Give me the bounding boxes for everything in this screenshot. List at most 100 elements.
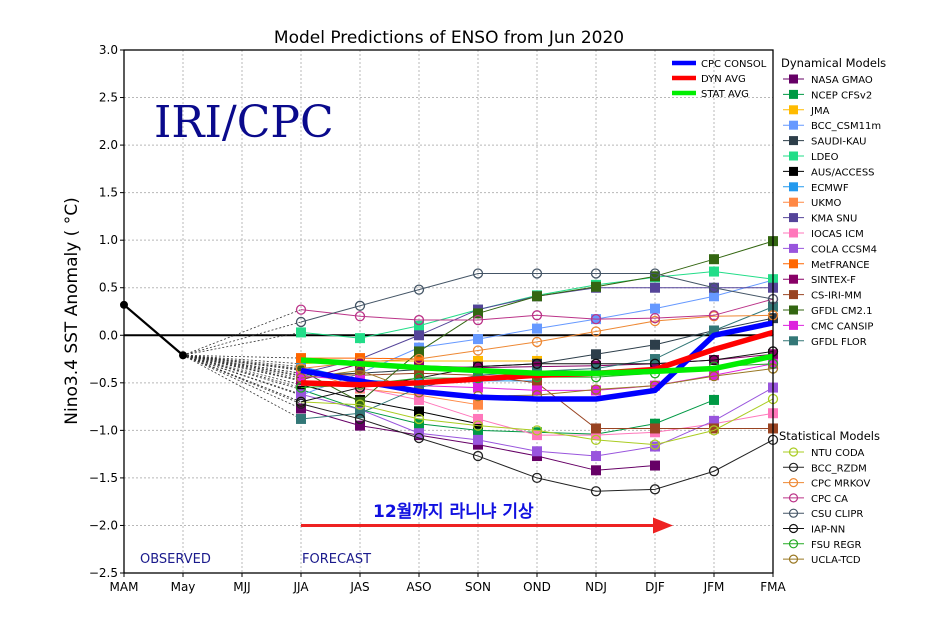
- data-point: [295, 372, 307, 384]
- data-point: [591, 423, 601, 434]
- data-point: [708, 354, 720, 366]
- chart-title: Model Predictions of ENSO from Jun 2020: [274, 28, 624, 48]
- y-axis-label: Nino3.4 SST Anomaly ( °C): [62, 197, 82, 424]
- legend-square-marker: [789, 105, 798, 115]
- data-point: [650, 423, 660, 434]
- legend-average-label: CPC CONSOL: [701, 59, 767, 70]
- data-point: [590, 384, 602, 395]
- data-point: [354, 311, 366, 322]
- legend-square-marker: [789, 74, 798, 84]
- y-tick-label: −2.0: [89, 518, 118, 532]
- series-line: [300, 384, 479, 425]
- legend-model-label: GFDL CM2.1: [811, 306, 872, 317]
- y-tick-label: 1.0: [99, 233, 118, 247]
- y-tick-label: 0.5: [99, 281, 118, 295]
- legend-model-label: SINTEX-F: [811, 275, 856, 286]
- legend-square-marker: [789, 274, 798, 284]
- legend-square-marker: [789, 182, 798, 192]
- y-tick-label: 0.0: [99, 328, 118, 342]
- statistical-series: [182, 293, 779, 356]
- data-point: [531, 310, 543, 321]
- data-point: [531, 425, 543, 436]
- x-tick-label: ASO: [406, 580, 431, 594]
- data-point: [354, 300, 366, 311]
- legend-square-marker: [789, 259, 798, 269]
- legend-model-label: CSU CLIPR: [811, 509, 863, 520]
- data-point: [472, 420, 484, 431]
- legend-square-marker: [789, 166, 798, 176]
- series-line: [300, 389, 715, 435]
- legend-model-label: AUS/ACCESS: [811, 167, 875, 178]
- data-point: [296, 371, 306, 382]
- series-line: [300, 403, 774, 492]
- forecast-connector: [182, 354, 302, 379]
- data-point: [649, 484, 661, 495]
- model-series: [120, 236, 779, 497]
- observed-point: [179, 351, 187, 360]
- data-point: [354, 399, 366, 410]
- data-point: [355, 420, 365, 431]
- data-point: [473, 413, 483, 424]
- legend-circle-marker: [788, 493, 799, 503]
- data-point: [532, 291, 542, 302]
- data-point: [591, 465, 601, 476]
- legend-model-label: ECMWF: [811, 183, 849, 194]
- legend-square-marker: [789, 336, 798, 346]
- data-point: [296, 413, 306, 424]
- data-point: [531, 268, 543, 279]
- data-point: [355, 396, 365, 407]
- data-point: [709, 394, 719, 405]
- series-line: [300, 398, 774, 446]
- legend-circle-marker: [788, 478, 799, 488]
- data-point: [591, 281, 601, 292]
- data-point: [472, 345, 484, 356]
- y-tick-label: −2.5: [89, 566, 118, 580]
- legend-model-label: SAUDI-KAU: [811, 137, 867, 148]
- data-point: [413, 432, 425, 444]
- data-point: [472, 314, 484, 326]
- y-tick-label: 2.0: [99, 138, 118, 152]
- legend-model-label: KMA SNU: [811, 214, 857, 225]
- data-point: [473, 399, 483, 410]
- legend-model-label: GFDL FLOR: [811, 337, 867, 348]
- legend-model-label: BCC_RZDM: [811, 463, 867, 474]
- legend-model-label: CMC CANSIP: [811, 321, 873, 332]
- data-point: [708, 466, 720, 477]
- data-point: [355, 408, 365, 419]
- legend-square-marker: [789, 243, 798, 253]
- data-point: [590, 326, 602, 337]
- legend-model-label: FSU REGR: [811, 540, 861, 551]
- average-line: [300, 353, 774, 377]
- legend-square-marker: [789, 305, 798, 315]
- legend-circle-marker: [788, 447, 799, 457]
- data-point: [650, 303, 660, 314]
- legend-circle-marker: [788, 539, 799, 549]
- legend-average-label: STAT AVG: [701, 89, 749, 100]
- legend-model-label: BCC_CSM11m: [811, 121, 881, 132]
- data-point: [590, 434, 602, 446]
- data-point: [414, 346, 424, 357]
- legend-square-marker: [789, 320, 798, 330]
- data-point: [591, 451, 601, 462]
- forecast-label: FORECAST: [302, 552, 371, 567]
- data-point: [709, 423, 719, 434]
- legend-model-label: IOCAS ICM: [811, 229, 864, 240]
- observed-label: OBSERVED: [140, 552, 211, 567]
- legend-circle-marker: [788, 523, 799, 534]
- x-tick-label: OND: [523, 580, 551, 594]
- data-point: [591, 385, 601, 396]
- legend-model-label: NTU CODA: [811, 448, 864, 459]
- data-point: [413, 314, 425, 326]
- forecast-connector: [182, 354, 302, 395]
- data-point: [414, 394, 424, 405]
- data-point: [708, 371, 720, 382]
- statistical-series: [182, 354, 779, 402]
- data-point: [708, 282, 720, 293]
- data-point: [413, 413, 425, 425]
- legend-model-label: UKMO: [811, 198, 842, 209]
- legend-square-marker: [789, 197, 798, 207]
- legend-square-marker: [789, 136, 798, 146]
- legend-model-label: NCEP CFSv2: [811, 90, 872, 101]
- x-tick-label: JJA: [292, 580, 309, 594]
